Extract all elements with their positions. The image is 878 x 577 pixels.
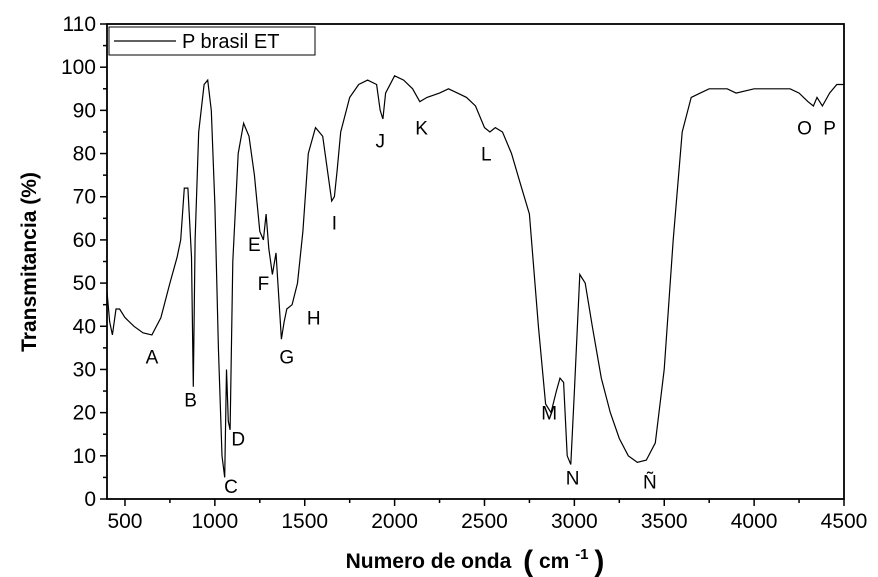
peak-label-A: A: [146, 348, 159, 369]
x-tick-label: 1000: [191, 510, 238, 533]
legend-label: P brasil ET: [182, 31, 279, 53]
x-tick-label: 4000: [731, 510, 778, 533]
peak-label-Ñ: Ñ: [643, 472, 657, 494]
x-tick-label: 4500: [821, 510, 868, 533]
y-tick-label: 90: [73, 99, 96, 122]
peak-label-D: D: [231, 430, 245, 451]
peak-label-E: E: [248, 235, 261, 256]
x-axis-title: Numero de onda ( cm -1 ): [346, 541, 605, 577]
plot-frame: [106, 23, 845, 500]
peak-label-F: F: [258, 274, 270, 295]
peak-label-N: N: [566, 468, 580, 489]
x-axis-title-exp: -1: [575, 546, 588, 563]
x-tick-label: 1500: [281, 510, 328, 533]
x-axis-title-paren-open: (: [523, 545, 533, 577]
y-axis-title: Transmitancia (%): [18, 172, 41, 352]
peak-label-H: H: [307, 309, 321, 330]
plot-area: [107, 24, 844, 499]
peak-label-J: J: [375, 132, 385, 153]
peak-annotations: A B C D EF GH I J K L M N Ñ O P: [146, 119, 836, 498]
peak-label-C: C: [224, 477, 238, 498]
y-tick-label: 70: [73, 186, 96, 209]
legend: P brasil ET: [108, 26, 316, 56]
y-tick-label: 100: [61, 56, 96, 79]
peak-label-L: L: [481, 145, 492, 166]
series-line-p-brasil-et: [106, 75, 844, 478]
peak-label-B: B: [184, 391, 197, 412]
x-tick-label: 2500: [461, 510, 508, 533]
y-tick-label: 80: [73, 143, 96, 166]
y-tick-label: 50: [73, 272, 96, 295]
y-tick-label: 110: [63, 13, 96, 36]
y-tick-label: 0: [84, 488, 96, 511]
y-tick-label: 60: [73, 229, 96, 252]
peak-label-O: O: [797, 119, 812, 140]
axis-tick-labels: 500 1000 1500 2000 2500 3000 3500 4000 4500 0 10 20…: [61, 13, 867, 533]
peak-label-I: I: [332, 214, 337, 235]
x-axis-title-main: Numero de onda: [346, 550, 512, 573]
y-tick-label: 10: [73, 445, 96, 468]
peak-label-P: P: [823, 119, 836, 140]
y-tick-label: 30: [73, 358, 96, 381]
peak-label-M: M: [541, 404, 557, 425]
y-tick-label: 40: [73, 315, 96, 338]
x-tick-label: 3500: [641, 510, 688, 533]
x-tick-label: 500: [107, 510, 142, 533]
y-tick-label: 20: [73, 402, 96, 425]
x-tick-label: 3000: [551, 510, 598, 533]
x-axis-title-unit: cm: [539, 550, 569, 573]
x-tick-label: 2000: [371, 510, 418, 533]
x-axis-title-paren-close: ): [594, 545, 604, 577]
peak-label-G: G: [279, 348, 294, 369]
peak-label-K: K: [415, 119, 428, 140]
